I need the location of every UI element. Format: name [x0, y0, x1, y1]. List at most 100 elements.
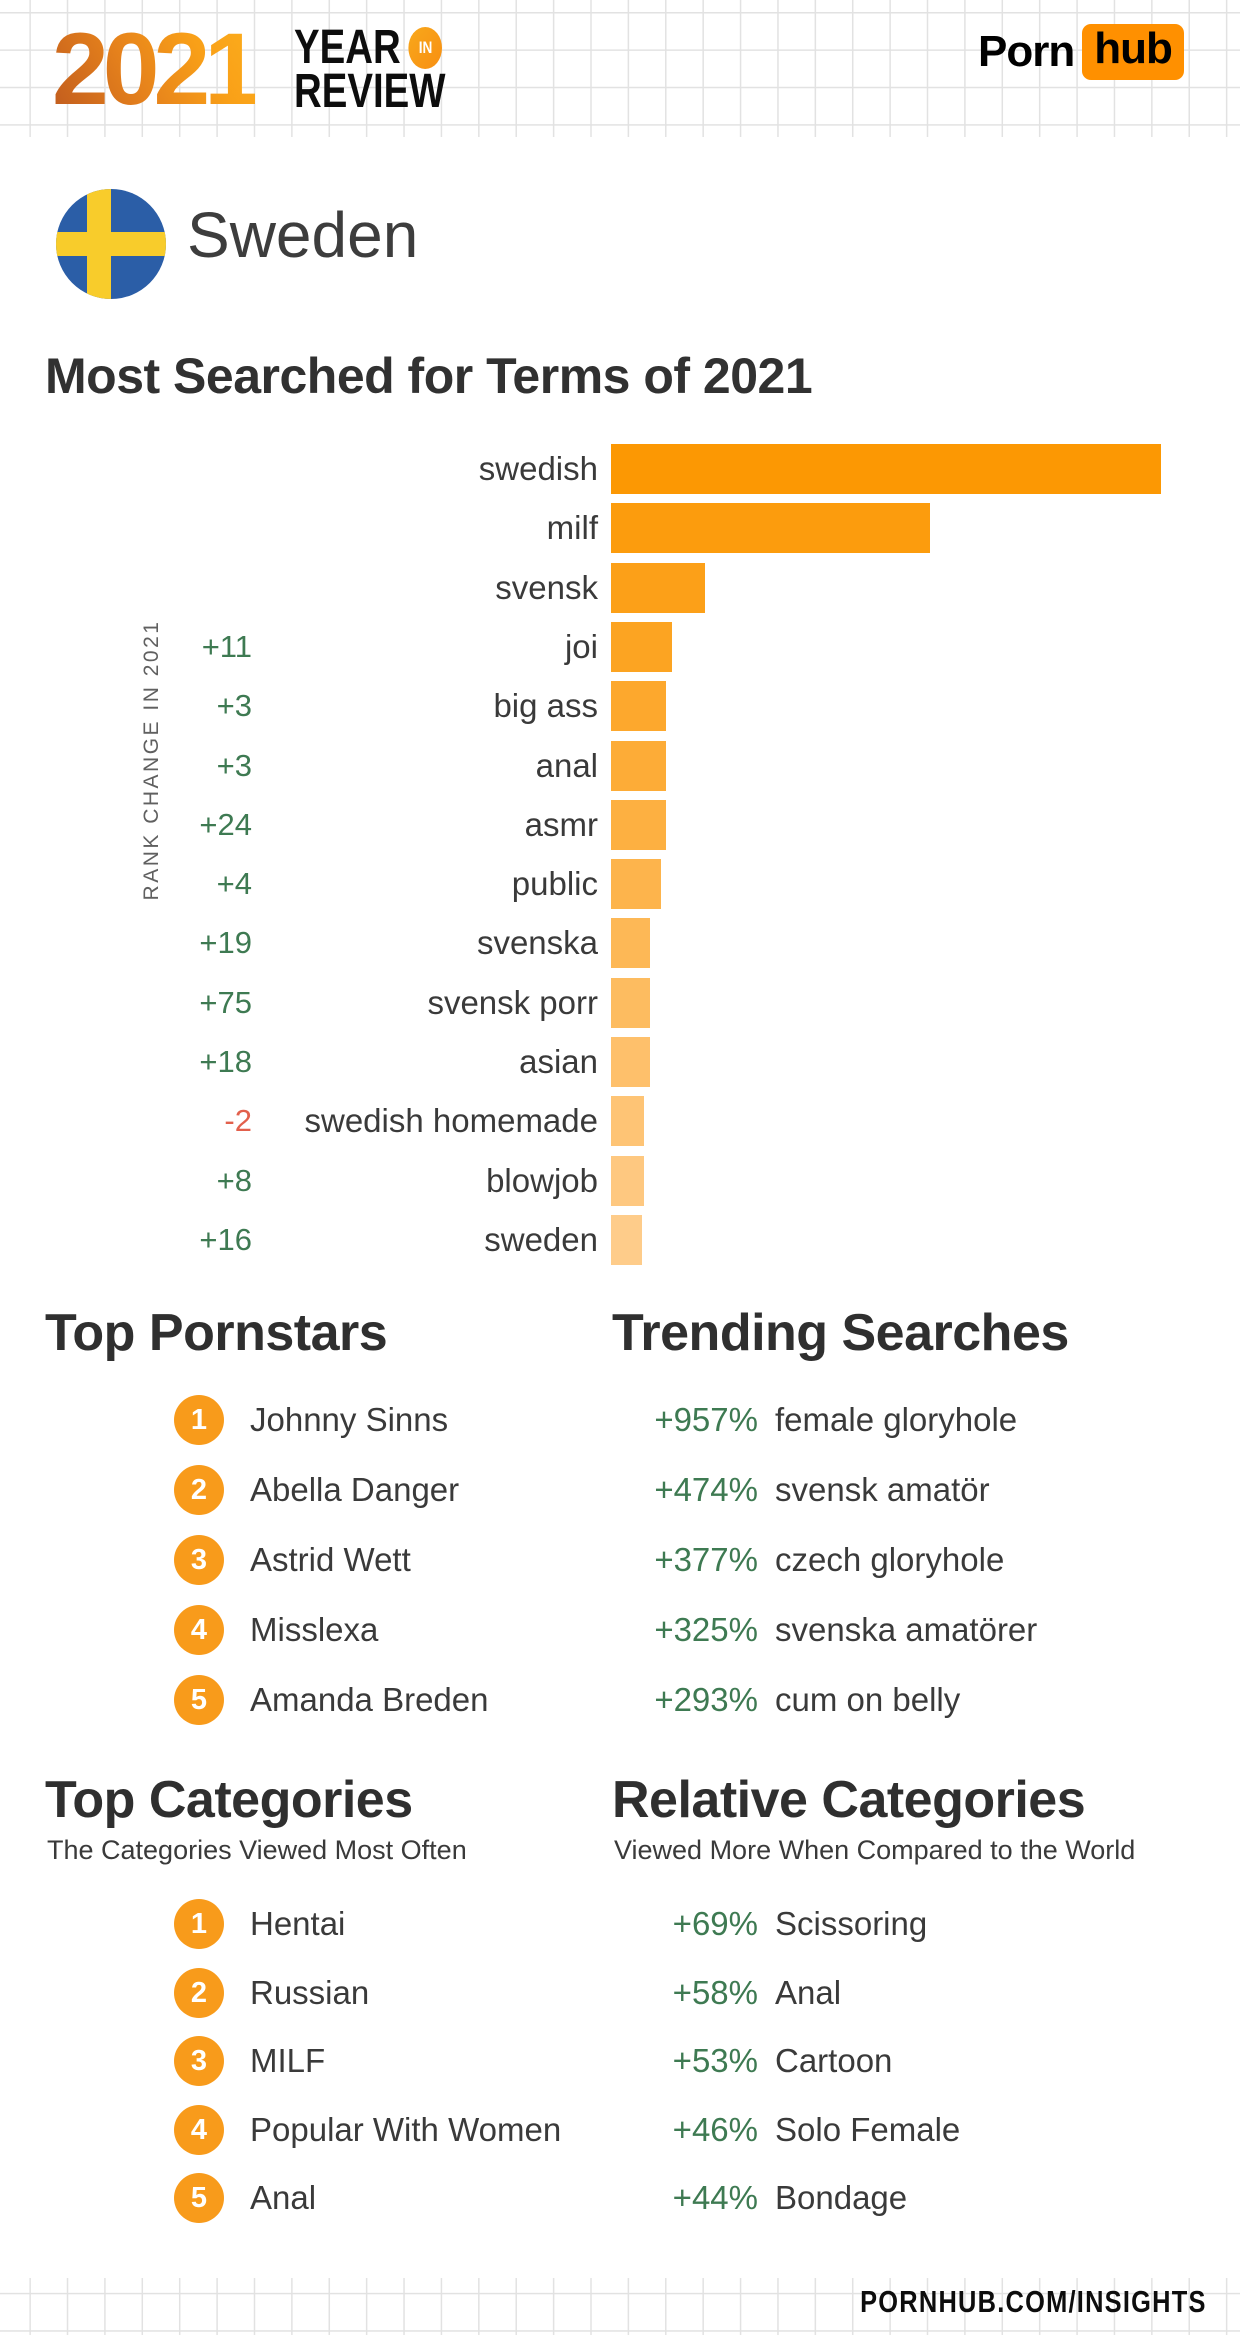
- top-categories-subtitle: The Categories Viewed Most Often: [47, 1835, 467, 1865]
- percent-change: +44%: [672, 2179, 758, 2216]
- sweden-flag-icon: [56, 189, 166, 299]
- search-term-bar: [611, 859, 661, 910]
- trending-term: female gloryhole: [775, 1401, 1018, 1438]
- review-row: REVIEW: [294, 65, 446, 118]
- relative-category-name: Scissoring: [775, 1905, 928, 1942]
- search-term-bar: [611, 740, 666, 791]
- rank-badge: 3: [174, 2036, 224, 2086]
- search-terms-bar-chart: swedish milf svensk +11 joi +3 big ass +3 anal +2…: [0, 444, 1240, 1269]
- chart-row: +11 joi: [0, 621, 1240, 672]
- pornhub-logo-porn: Porn: [978, 27, 1075, 76]
- percent-change: +46%: [672, 2110, 758, 2148]
- top-categories-title: Top Categories: [45, 1771, 413, 1829]
- search-term-bar: [611, 1155, 644, 1206]
- search-term-label: blowjob: [486, 1161, 598, 1199]
- relative-categories-subtitle: Viewed More When Compared to the World: [614, 1835, 1136, 1865]
- rank-badge: 2: [174, 1967, 224, 2018]
- rank-change: +3: [216, 688, 252, 724]
- search-term-bar: [611, 1096, 644, 1147]
- search-term-bar: [611, 444, 1161, 494]
- chart-row: +24 asmr: [0, 799, 1240, 850]
- rank-badge: 1: [174, 1899, 224, 1949]
- search-term-label: svensk porr: [427, 983, 598, 1021]
- chart-row: +16 sweden: [0, 1214, 1240, 1265]
- search-term-label: svensk: [495, 568, 598, 606]
- search-term-bar: [611, 681, 666, 732]
- in-badge-icon: IN: [408, 27, 443, 69]
- trending-term: cum on belly: [775, 1681, 961, 1718]
- rank-change: +75: [199, 984, 252, 1020]
- trending-term: czech gloryhole: [775, 1541, 1005, 1578]
- search-term-label: asmr: [524, 805, 598, 843]
- search-term-label: swedish homemade: [304, 1102, 599, 1140]
- search-term-bar: [611, 799, 666, 850]
- review-word: REVIEW: [294, 65, 446, 118]
- search-term-label: swedish: [478, 450, 598, 487]
- category-name: Hentai: [250, 1905, 346, 1942]
- chart-row: +18 asian: [0, 1037, 1240, 1087]
- category-name: Anal: [250, 2179, 317, 2216]
- relative-category-name: Bondage: [775, 2179, 908, 2216]
- pornstar-name: Johnny Sinns: [250, 1401, 449, 1438]
- pornstar-name: Abella Danger: [250, 1471, 460, 1508]
- rank-badge: 5: [174, 2173, 224, 2223]
- chart-row: milf: [0, 503, 1240, 554]
- relative-category-name: Cartoon: [775, 2042, 893, 2079]
- chart-row: +4 public: [0, 859, 1240, 910]
- search-term-bar: [611, 977, 650, 1028]
- rank-change: +11: [201, 628, 252, 664]
- rank-change: +16: [199, 1221, 252, 1257]
- chart-row: +75 svensk porr: [0, 977, 1240, 1028]
- rank-badge: 4: [174, 2104, 224, 2155]
- search-term-bar: [611, 503, 930, 554]
- search-term-label: anal: [535, 746, 598, 784]
- search-term-label: milf: [546, 509, 598, 547]
- percent-change: +53%: [672, 2042, 758, 2079]
- search-term-bar: [611, 918, 650, 969]
- chart-row: +3 anal: [0, 740, 1240, 791]
- rank-change: +24: [199, 806, 252, 842]
- trending-term: svensk amatör: [775, 1471, 990, 1508]
- chart-row: +19 svenska: [0, 918, 1240, 969]
- search-term-bar: [611, 562, 705, 613]
- rank-badge: 1: [174, 1395, 224, 1445]
- search-term-label: big ass: [493, 687, 598, 725]
- category-name: MILF: [250, 2042, 326, 2079]
- pornstar-name: Amanda Breden: [250, 1681, 489, 1718]
- percent-change: +957%: [654, 1401, 758, 1438]
- year-2021-logo: 2021: [52, 12, 261, 126]
- top-pornstars-title: Top Pornstars: [45, 1304, 388, 1362]
- category-name: Russian: [250, 1973, 370, 2011]
- pornhub-logo-hub: hub: [1082, 24, 1184, 80]
- rank-change: +3: [216, 747, 252, 783]
- search-term-label: asian: [519, 1043, 598, 1080]
- rank-badge: 3: [174, 1535, 224, 1585]
- search-term-label: svenska: [476, 924, 598, 962]
- search-term-bar: [611, 1037, 650, 1087]
- footer-url: PORNHUB.COM/INSIGHTS: [860, 2284, 1207, 2319]
- pornstar-name: Astrid Wett: [250, 1541, 411, 1578]
- search-term-label: joi: [564, 627, 598, 665]
- category-name: Popular With Women: [250, 2110, 562, 2148]
- rank-change: +18: [199, 1044, 252, 1079]
- rank-change: +4: [216, 866, 252, 902]
- pornstar-name: Misslexa: [250, 1611, 379, 1648]
- country-name: Sweden: [187, 199, 419, 271]
- relative-categories-title: Relative Categories: [612, 1771, 1086, 1829]
- percent-change: +325%: [654, 1611, 758, 1648]
- chart-row: +8 blowjob: [0, 1155, 1240, 1206]
- percent-change: +377%: [654, 1541, 758, 1578]
- search-term-label: public: [511, 865, 598, 903]
- search-term-label: sweden: [484, 1220, 598, 1258]
- rank-change: +19: [199, 925, 252, 961]
- trending-term: svenska amatörer: [775, 1611, 1038, 1648]
- year-in-row: YEAR IN: [294, 24, 445, 72]
- rank-change-axis-label: RANK CHANGE IN 2021: [140, 619, 163, 901]
- search-term-bar: [611, 621, 672, 672]
- page-title: Most Searched for Terms of 2021: [45, 348, 813, 404]
- chart-row: svensk: [0, 562, 1240, 613]
- relative-category-name: Anal: [775, 1973, 842, 2011]
- rank-change: +8: [216, 1162, 252, 1198]
- chart-row: -2 swedish homemade: [0, 1096, 1240, 1147]
